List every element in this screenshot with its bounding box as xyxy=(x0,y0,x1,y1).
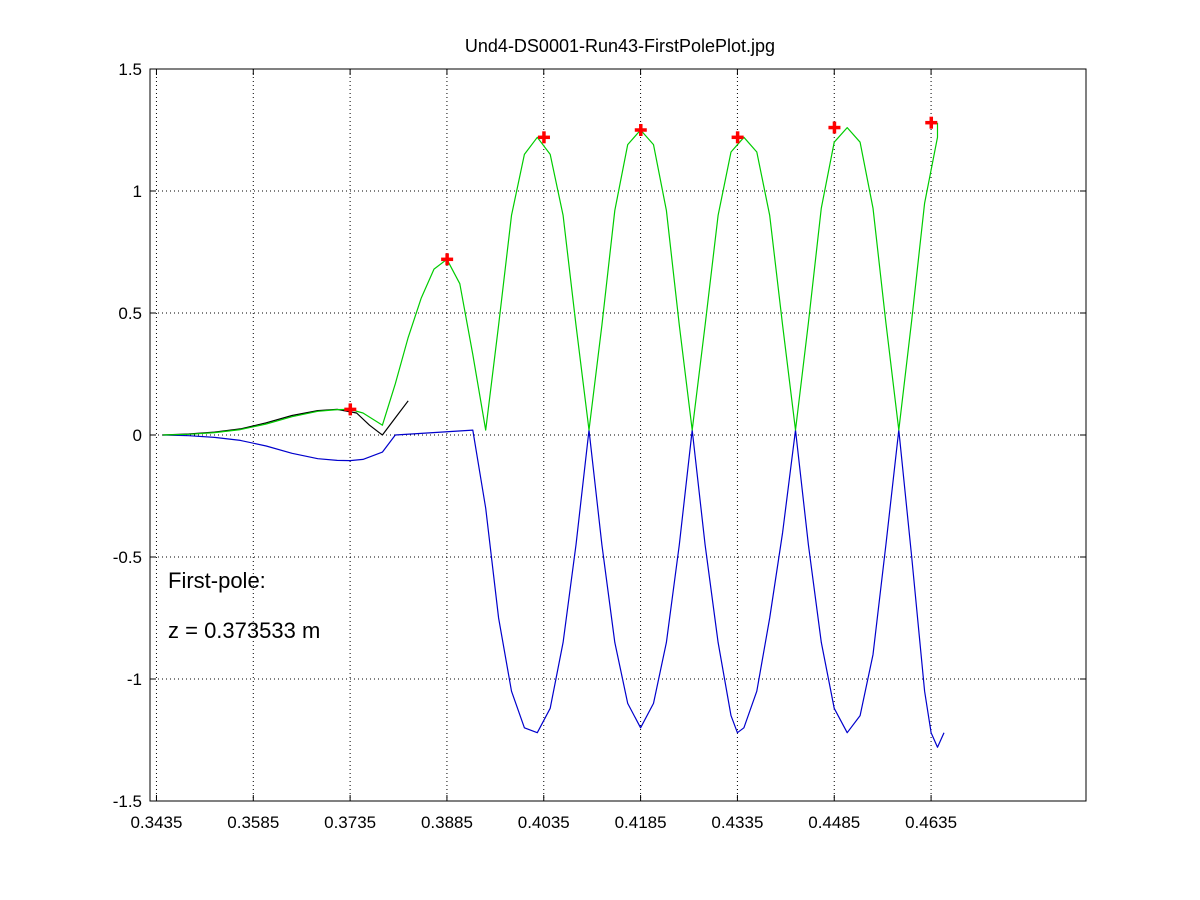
first-pole-label: First-pole: xyxy=(168,568,266,593)
y-tick-label: 0.5 xyxy=(118,304,142,323)
x-tick-label: 0.4485 xyxy=(808,813,860,832)
series-line-negative xyxy=(162,429,945,748)
y-tick-label: 1 xyxy=(133,182,142,201)
peak-marker xyxy=(441,253,454,266)
grid xyxy=(150,69,1086,801)
x-tick-label: 0.4185 xyxy=(615,813,667,832)
peak-marker xyxy=(925,116,938,129)
peak-marker xyxy=(731,131,744,144)
peak-marker xyxy=(537,131,550,144)
chart-title: Und4-DS0001-Run43-FirstPolePlot.jpg xyxy=(465,36,775,56)
x-tick-label: 0.3885 xyxy=(421,813,473,832)
y-tick-label: 1.5 xyxy=(118,60,142,79)
series-line-positive xyxy=(162,122,939,436)
y-tick-label: -0.5 xyxy=(113,548,142,567)
x-tick-label: 0.3585 xyxy=(227,813,279,832)
peak-markers xyxy=(344,116,938,416)
x-tick-label: 0.4635 xyxy=(905,813,957,832)
x-tick-label: 0.4335 xyxy=(711,813,763,832)
axis-ticks: 0.3435 0.3585 0.3735 0.3885 0.4035 0.4185 0.43… xyxy=(113,60,1086,832)
first-pole-value: z = 0.373533 m xyxy=(168,618,320,643)
series-group xyxy=(162,122,945,748)
y-tick-label: 0 xyxy=(133,426,142,445)
peak-marker xyxy=(634,124,647,136)
x-tick-label: 0.3735 xyxy=(324,813,376,832)
peak-marker xyxy=(344,403,357,416)
y-tick-label: -1.5 xyxy=(113,792,142,811)
y-tick-label: -1 xyxy=(127,670,142,689)
x-tick-label: 0.4035 xyxy=(518,813,570,832)
peak-marker xyxy=(828,121,841,134)
x-tick-label: 0.3435 xyxy=(130,813,182,832)
